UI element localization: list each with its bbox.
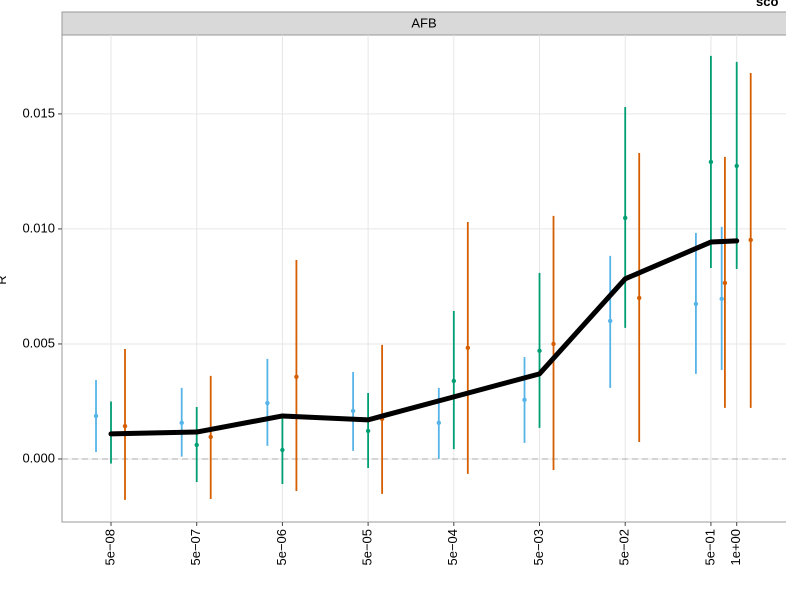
point xyxy=(436,420,442,426)
point xyxy=(451,378,457,384)
point xyxy=(522,397,527,403)
legend-title: sco xyxy=(756,0,778,9)
x-tick-label: 5e−03 xyxy=(531,529,546,566)
x-tick-label: 5e−07 xyxy=(188,529,203,566)
point xyxy=(179,420,184,426)
point xyxy=(719,296,724,302)
point xyxy=(608,318,613,324)
panel xyxy=(61,34,786,523)
point xyxy=(350,408,356,414)
x-tick-label: 5e−06 xyxy=(274,529,289,566)
x-tick-label: 5e−01 xyxy=(702,529,717,566)
x-tick-label: 5e−08 xyxy=(102,529,117,566)
point xyxy=(465,345,471,351)
point xyxy=(551,341,556,347)
point xyxy=(708,159,714,165)
point xyxy=(194,442,199,448)
x-tick-label: 5e−02 xyxy=(617,529,632,566)
point xyxy=(208,434,213,440)
x-tick-label: 1e+00 xyxy=(728,529,743,566)
point xyxy=(693,301,699,307)
point xyxy=(637,295,642,301)
point xyxy=(722,280,728,286)
y-tick-label: 0.015 xyxy=(22,105,55,120)
line xyxy=(108,238,740,437)
point xyxy=(280,447,285,453)
point xyxy=(734,163,739,169)
point xyxy=(93,413,99,419)
point xyxy=(122,423,128,429)
panel-title: AFB xyxy=(411,15,436,30)
x-tick-label: 5e−04 xyxy=(445,529,460,566)
point xyxy=(748,237,753,243)
point xyxy=(365,428,371,434)
y-tick-label: 0.005 xyxy=(22,335,55,350)
point xyxy=(537,348,542,354)
point xyxy=(294,374,299,380)
y-tick-label: 0.000 xyxy=(22,450,55,465)
y-tick-label: 0.010 xyxy=(22,220,55,235)
x-tick-label: 5e−05 xyxy=(360,529,375,566)
point xyxy=(265,400,270,406)
y-axis-label: R xyxy=(0,275,9,284)
point xyxy=(623,215,628,221)
